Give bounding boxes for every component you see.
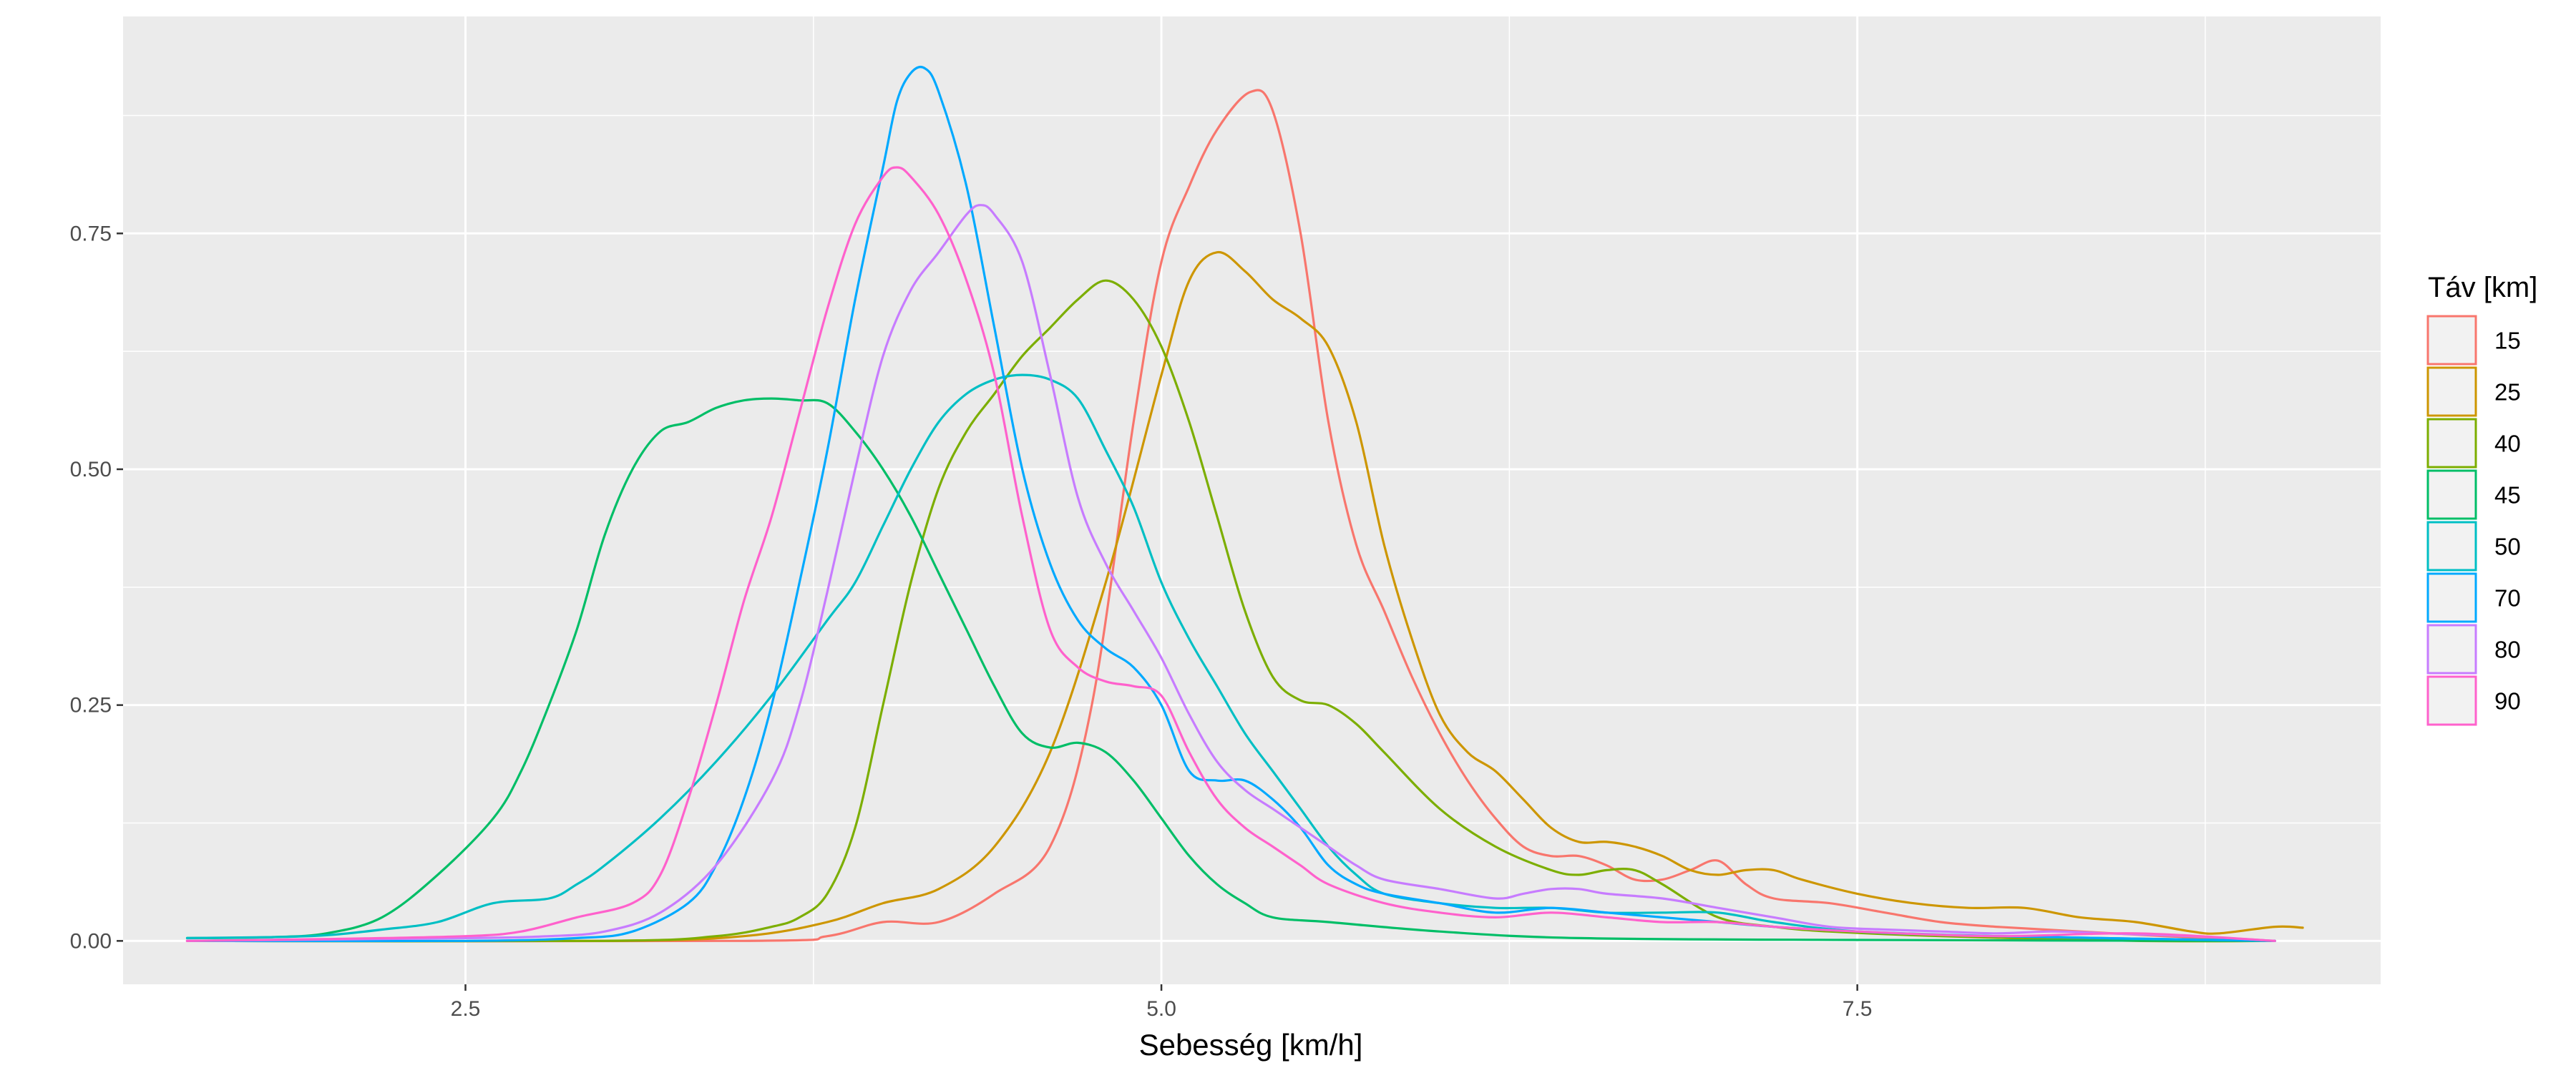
minor-grid [123,16,2381,984]
legend-label: 25 [2494,379,2521,406]
legend-key-40 [2426,418,2477,469]
y-tick-label: 0.25 [70,694,112,717]
axis-ticks [117,232,1858,991]
legend-key-80 [2426,624,2477,675]
legend-item-70: 70 [2426,572,2521,623]
x-axis-title: Sebesség [km/h] [1139,1028,1363,1062]
legend-item-45: 45 [2426,469,2521,520]
density-lines [185,65,2304,943]
x-tick-labels: 2.5 5.0 7.5 [451,997,1873,1021]
legend-item-50: 50 [2426,521,2521,572]
legend-items: 15 25 40 45 50 70 80 90 [2426,315,2521,726]
legend-label: 80 [2494,637,2521,663]
density-line-70 [185,65,2276,943]
y-tick-label: 0.00 [70,929,112,953]
legend-key-25 [2426,366,2477,417]
legend-item-90: 90 [2426,675,2521,726]
legend-item-15: 15 [2426,315,2521,366]
density-line-25 [185,251,2304,943]
legend-label: 50 [2494,534,2521,560]
legend-key-70 [2426,572,2477,623]
density-line-80 [185,204,2276,942]
panel-background [123,16,2381,984]
y-tick-label: 0.75 [70,222,112,245]
legend-label: 45 [2494,482,2521,509]
density-line-90 [185,166,2276,942]
legend-key-45 [2426,469,2477,520]
legend-title: Táv [km] [2428,272,2537,303]
legend-label: 15 [2494,328,2521,354]
legend-label: 40 [2494,431,2521,457]
y-tick-labels: 0.00 0.25 0.50 0.75 [70,222,112,953]
y-tick-label: 0.50 [70,458,112,481]
density-line-40 [185,279,2276,943]
legend-label: 90 [2494,688,2521,715]
density-line-45 [185,397,2276,942]
legend-label: 70 [2494,585,2521,612]
legend-key-15 [2426,315,2477,366]
legend-item-40: 40 [2426,418,2521,469]
x-tick-label: 2.5 [451,997,481,1021]
legend-item-25: 25 [2426,366,2521,417]
legend-item-80: 80 [2426,624,2521,675]
x-tick-label: 5.0 [1146,997,1176,1021]
legend: Táv [km] 15 25 40 45 50 70 80 90 [2426,272,2537,726]
legend-key-90 [2426,675,2477,726]
density-line-15 [185,89,2276,943]
legend-key-50 [2426,521,2477,572]
x-tick-label: 7.5 [1843,997,1873,1021]
